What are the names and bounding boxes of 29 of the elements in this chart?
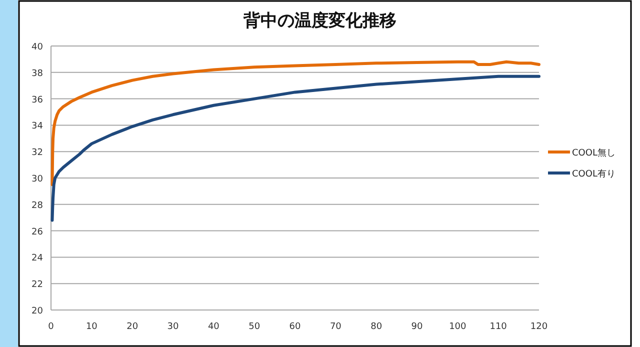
line-series — [50, 74, 540, 222]
y-tick-label: 30 — [32, 174, 44, 184]
y-tick-label: 36 — [32, 95, 44, 106]
y-tick-label: 24 — [32, 254, 44, 264]
x-tick-label: 80 — [370, 322, 382, 332]
y-tick-label: 26 — [32, 227, 44, 238]
x-tick-label: 90 — [411, 322, 423, 332]
legend-label: COOL無し — [572, 148, 616, 158]
x-tick-label: 50 — [248, 322, 260, 332]
y-tick-label: 32 — [32, 148, 43, 158]
x-tick-label: 20 — [126, 322, 138, 332]
legend-label: COOL有り — [572, 168, 616, 180]
x-tick-label: 40 — [208, 322, 220, 332]
y-tick-label: 22 — [32, 280, 43, 290]
x-tick-label: 100 — [449, 322, 467, 332]
x-tick-label: 70 — [330, 322, 342, 332]
x-tick-label: 30 — [167, 322, 179, 332]
y-tick-label: 20 — [32, 306, 44, 316]
y-tick-label: 28 — [32, 200, 44, 211]
y-tick-label: 38 — [32, 68, 44, 79]
y-tick-label: 40 — [32, 42, 44, 52]
x-tick-label: 120 — [530, 322, 548, 332]
y-tick-label: 34 — [32, 122, 44, 132]
x-tick-label: 10 — [86, 322, 98, 332]
line-series — [50, 60, 540, 186]
x-tick-label: 60 — [289, 322, 301, 332]
x-tick-label: 0 — [48, 322, 54, 332]
chart-title: 背中の温度変化推移 — [242, 11, 396, 31]
x-tick-label: 110 — [490, 322, 508, 332]
